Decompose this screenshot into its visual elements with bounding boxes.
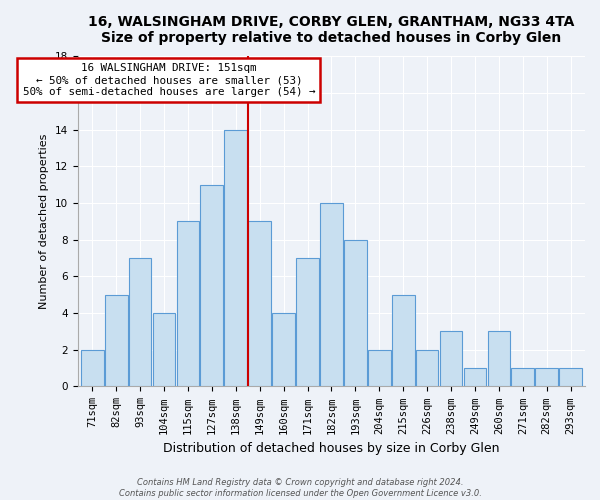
- Bar: [176, 222, 199, 386]
- Bar: [272, 313, 295, 386]
- Bar: [152, 313, 175, 386]
- Bar: [440, 332, 463, 386]
- Bar: [224, 130, 247, 386]
- Bar: [344, 240, 367, 386]
- Title: 16, WALSINGHAM DRIVE, CORBY GLEN, GRANTHAM, NG33 4TA
Size of property relative t: 16, WALSINGHAM DRIVE, CORBY GLEN, GRANTH…: [88, 15, 575, 45]
- Text: Contains HM Land Registry data © Crown copyright and database right 2024.
Contai: Contains HM Land Registry data © Crown c…: [119, 478, 481, 498]
- Bar: [200, 184, 223, 386]
- Bar: [320, 203, 343, 386]
- Bar: [129, 258, 151, 386]
- Y-axis label: Number of detached properties: Number of detached properties: [40, 134, 49, 309]
- Bar: [105, 294, 128, 386]
- Text: 16 WALSINGHAM DRIVE: 151sqm
← 50% of detached houses are smaller (53)
50% of sem: 16 WALSINGHAM DRIVE: 151sqm ← 50% of det…: [23, 64, 315, 96]
- Bar: [488, 332, 510, 386]
- Bar: [511, 368, 534, 386]
- X-axis label: Distribution of detached houses by size in Corby Glen: Distribution of detached houses by size …: [163, 442, 500, 455]
- Bar: [392, 294, 415, 386]
- Bar: [535, 368, 558, 386]
- Bar: [248, 222, 271, 386]
- Bar: [81, 350, 104, 387]
- Bar: [464, 368, 487, 386]
- Bar: [559, 368, 582, 386]
- Bar: [296, 258, 319, 386]
- Bar: [416, 350, 439, 387]
- Bar: [368, 350, 391, 387]
